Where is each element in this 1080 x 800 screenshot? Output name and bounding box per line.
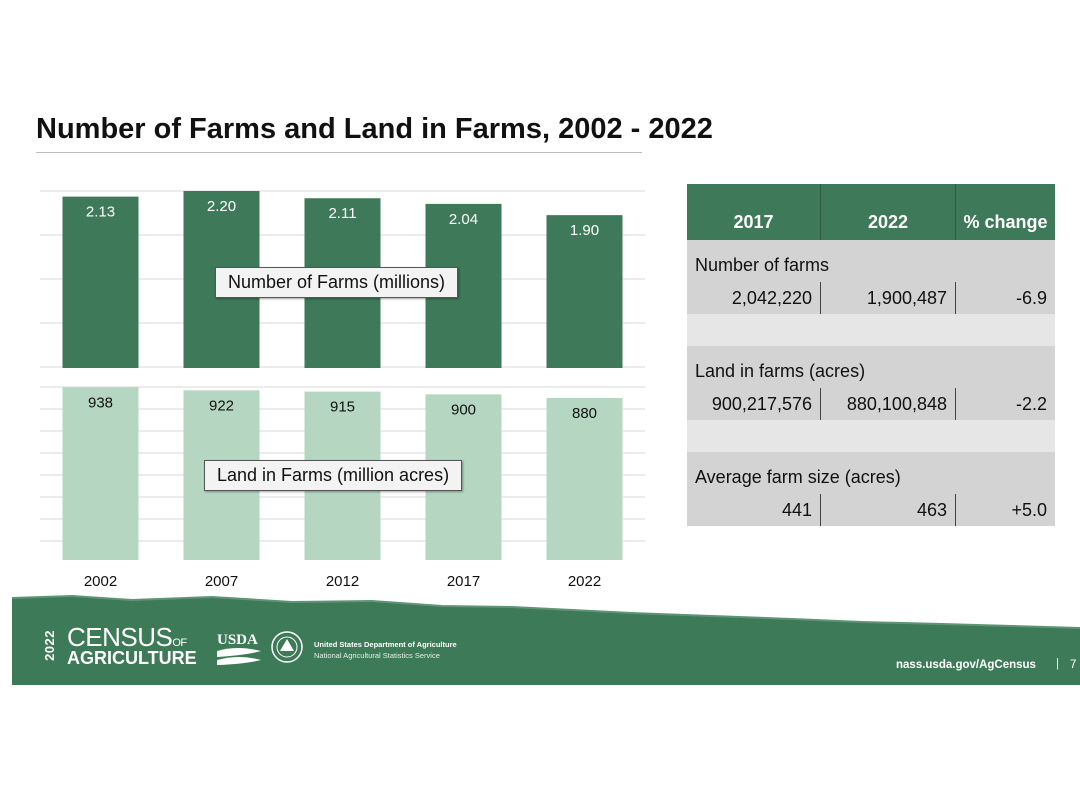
x-tick-label: 2012 [326,573,359,590]
land-bar [546,398,623,560]
section-title: Land in farms (acres) [695,361,866,381]
census-word: CENSUS [67,622,173,652]
nass-name: National Agricultural Statistics Service [314,651,440,660]
table-spacer [687,314,1055,346]
census-logo: CENSUSOF [67,622,187,653]
land-value-label: 922 [209,397,234,414]
table-row: 441 463 +5.0 [687,494,1055,526]
cell-pct-change: -2.2 [955,388,1055,420]
title-divider [36,152,642,153]
table-header: 2017 2022 % change [687,184,1055,240]
cell-2022: 880,100,848 [820,388,955,420]
farms-value-label: 2.20 [207,198,236,215]
table-spacer [687,420,1055,452]
x-tick-label: 2022 [568,573,601,590]
census-year: 2022 [42,630,57,661]
census-of: OF [172,637,187,649]
land-value-label: 915 [330,399,355,416]
page-number: 7 [1070,659,1077,671]
slide: Number of Farms and Land in Farms, 2002 … [12,95,1080,685]
agriculture-word: AGRICULTURE [67,648,197,668]
cell-2022: 1,900,487 [820,282,955,314]
page-title: Number of Farms and Land in Farms, 2002 … [36,113,713,145]
website-link[interactable]: nass.usda.gov/AgCensus [896,659,1036,671]
land-bar [62,387,139,560]
header-2017: 2017 [733,212,774,232]
table-section-avg-size: Average farm size (acres) 441 463 +5.0 [687,452,1055,526]
footer-band [12,592,1080,685]
land-value-label: 880 [572,405,597,422]
farms-value-label: 2.13 [86,204,115,221]
farms-value-label: 2.11 [328,205,356,222]
x-tick-label: 2002 [84,573,117,590]
x-tick-label: 2017 [447,573,480,590]
footer-torn-edge [12,594,1080,685]
table-section-land: Land in farms (acres) 900,217,576 880,10… [687,346,1055,420]
header-2022: 2022 [820,184,955,240]
summary-table: 2017 2022 % change Number of farms 2,042… [687,184,1055,526]
table-row: 2,042,220 1,900,487 -6.9 [687,282,1055,314]
farms-value-label: 2.04 [449,211,478,228]
land-value-label: 900 [451,401,476,418]
farms-bar [546,215,623,368]
usda-dept-name: United States Department of Agriculture [314,640,457,649]
header-pct-change: % change [955,184,1055,240]
cell-2017: 2,042,220 [731,287,812,308]
cell-2017: 441 [781,499,812,520]
usda-logo: USDA [217,631,303,665]
land-series-label: Land in Farms (million acres) [204,460,463,491]
footer-separator: | [1056,658,1059,670]
section-title: Average farm size (acres) [695,467,901,487]
cell-pct-change: +5.0 [955,494,1055,526]
section-title: Number of farms [695,255,830,275]
farms-series-label: Number of Farms (millions) [215,267,459,298]
cell-2022: 463 [820,494,955,526]
cell-2017: 900,217,576 [711,393,812,414]
land-value-label: 938 [88,394,113,411]
farms-bar [62,196,139,368]
farms-value-label: 1.90 [570,222,599,239]
bar-chart: 2.13 2.20 2.11 2.04 1.90 938 922 915 900 880 2002 2… [40,173,645,593]
table-row: 900,217,576 880,100,848 -2.2 [687,388,1055,420]
cell-pct-change: -6.9 [955,282,1055,314]
usda-logo-text: USDA [217,632,258,648]
x-tick-label: 2007 [205,573,238,590]
bar-chart-svg: 2.13 2.20 2.11 2.04 1.90 938 922 915 900 880 2002 2… [40,190,645,590]
table-section-farms: Number of farms 2,042,220 1,900,487 -6.9 [687,240,1055,314]
